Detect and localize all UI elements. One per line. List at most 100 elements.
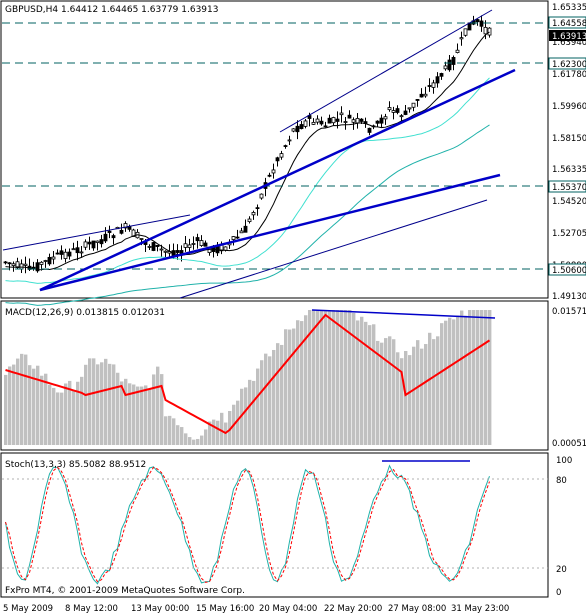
candle bbox=[39, 261, 44, 265]
macd-bar bbox=[120, 381, 124, 445]
macd-bar bbox=[412, 346, 416, 445]
candle bbox=[235, 236, 240, 239]
trendline bbox=[39, 173, 501, 292]
macd-bar bbox=[80, 376, 84, 445]
macd-bar bbox=[164, 416, 168, 445]
candle bbox=[407, 107, 412, 110]
price-layer bbox=[2, 9, 548, 306]
macd-divergence-line bbox=[311, 309, 496, 319]
time-tick: 31 May 23:00 bbox=[451, 604, 509, 614]
candle bbox=[243, 225, 248, 233]
candle bbox=[463, 28, 468, 36]
macd-bar bbox=[24, 354, 28, 445]
macd-bar bbox=[400, 358, 404, 445]
candle bbox=[79, 251, 84, 254]
macd-bar bbox=[20, 353, 24, 445]
macd-bar bbox=[12, 364, 16, 445]
trendline bbox=[39, 68, 516, 292]
candle bbox=[247, 218, 252, 223]
macd-bar bbox=[316, 310, 320, 445]
macd-bar bbox=[124, 378, 128, 445]
candle bbox=[443, 65, 448, 70]
macd-tick: 0.015715 bbox=[552, 307, 586, 317]
macd-layer bbox=[4, 309, 496, 445]
candle bbox=[275, 157, 280, 162]
price-tick: 1.59960 bbox=[552, 102, 586, 112]
macd-bar bbox=[376, 340, 380, 445]
macd-bar bbox=[336, 310, 340, 445]
candle bbox=[151, 242, 156, 251]
candle bbox=[335, 118, 340, 122]
macd-bar bbox=[172, 418, 176, 445]
candle bbox=[451, 57, 456, 65]
candle bbox=[231, 236, 236, 240]
candle bbox=[11, 263, 16, 266]
macd-bar bbox=[256, 368, 260, 445]
macd-bar bbox=[48, 384, 52, 445]
macd-bar bbox=[116, 372, 120, 445]
macd-bar bbox=[148, 389, 152, 445]
level-price-label: 1.55370 bbox=[552, 183, 586, 193]
macd-bar bbox=[472, 310, 476, 445]
ma-line-black bbox=[5, 31, 490, 271]
candle bbox=[163, 250, 168, 253]
macd-bar bbox=[100, 362, 104, 445]
macd-bar bbox=[448, 317, 452, 445]
candle bbox=[391, 110, 396, 113]
macd-bar bbox=[104, 358, 108, 445]
macd-bar bbox=[236, 400, 240, 445]
macd-bar bbox=[396, 352, 400, 445]
channel-line bbox=[279, 9, 493, 133]
candle bbox=[483, 26, 488, 35]
macd-bar bbox=[312, 310, 316, 445]
macd-bar bbox=[364, 321, 368, 445]
candle bbox=[95, 240, 100, 243]
candle bbox=[191, 243, 196, 245]
macd-bar bbox=[428, 332, 432, 445]
candle bbox=[51, 256, 56, 260]
candle bbox=[259, 193, 264, 199]
candle bbox=[67, 251, 72, 257]
candle bbox=[375, 120, 380, 124]
macd-bar bbox=[344, 310, 348, 445]
candle bbox=[419, 93, 424, 98]
macd-signal-line bbox=[5, 313, 491, 435]
macd-bar bbox=[180, 427, 184, 445]
candle bbox=[459, 37, 464, 40]
candle bbox=[423, 93, 428, 97]
stoch-title: Stoch(13,3,3) 85.5082 88.9512 bbox=[5, 460, 146, 470]
candle bbox=[487, 27, 492, 36]
macd-bar bbox=[488, 310, 492, 445]
macd-tick: 0.000517 bbox=[552, 439, 586, 449]
candle bbox=[427, 85, 432, 87]
stoch-layer bbox=[2, 460, 548, 585]
macd-bar bbox=[64, 383, 68, 445]
candle bbox=[71, 248, 76, 251]
candle bbox=[291, 128, 296, 132]
macd-bar bbox=[360, 316, 364, 445]
channel-line bbox=[2, 214, 191, 251]
price-tick: 1.54520 bbox=[552, 197, 586, 207]
stoch-signal-line bbox=[5, 466, 490, 583]
macd-bar bbox=[444, 320, 448, 445]
candle bbox=[435, 76, 440, 84]
macd-bar bbox=[304, 315, 308, 445]
candle bbox=[159, 248, 164, 251]
candle bbox=[23, 263, 28, 266]
macd-bar bbox=[272, 349, 276, 445]
candle bbox=[327, 117, 332, 124]
candle bbox=[383, 116, 388, 120]
macd-bar bbox=[276, 343, 280, 445]
candle bbox=[139, 238, 144, 240]
macd-bar bbox=[484, 310, 488, 445]
macd-bar bbox=[404, 350, 408, 445]
candle bbox=[155, 244, 160, 247]
macd-bar bbox=[192, 439, 196, 445]
stoch-main-line bbox=[5, 464, 490, 585]
macd-pane bbox=[0, 300, 549, 451]
candle bbox=[395, 108, 400, 113]
macd-bar bbox=[424, 344, 428, 445]
stoch-tick: 20 bbox=[556, 565, 567, 575]
price-pane bbox=[0, 0, 549, 299]
